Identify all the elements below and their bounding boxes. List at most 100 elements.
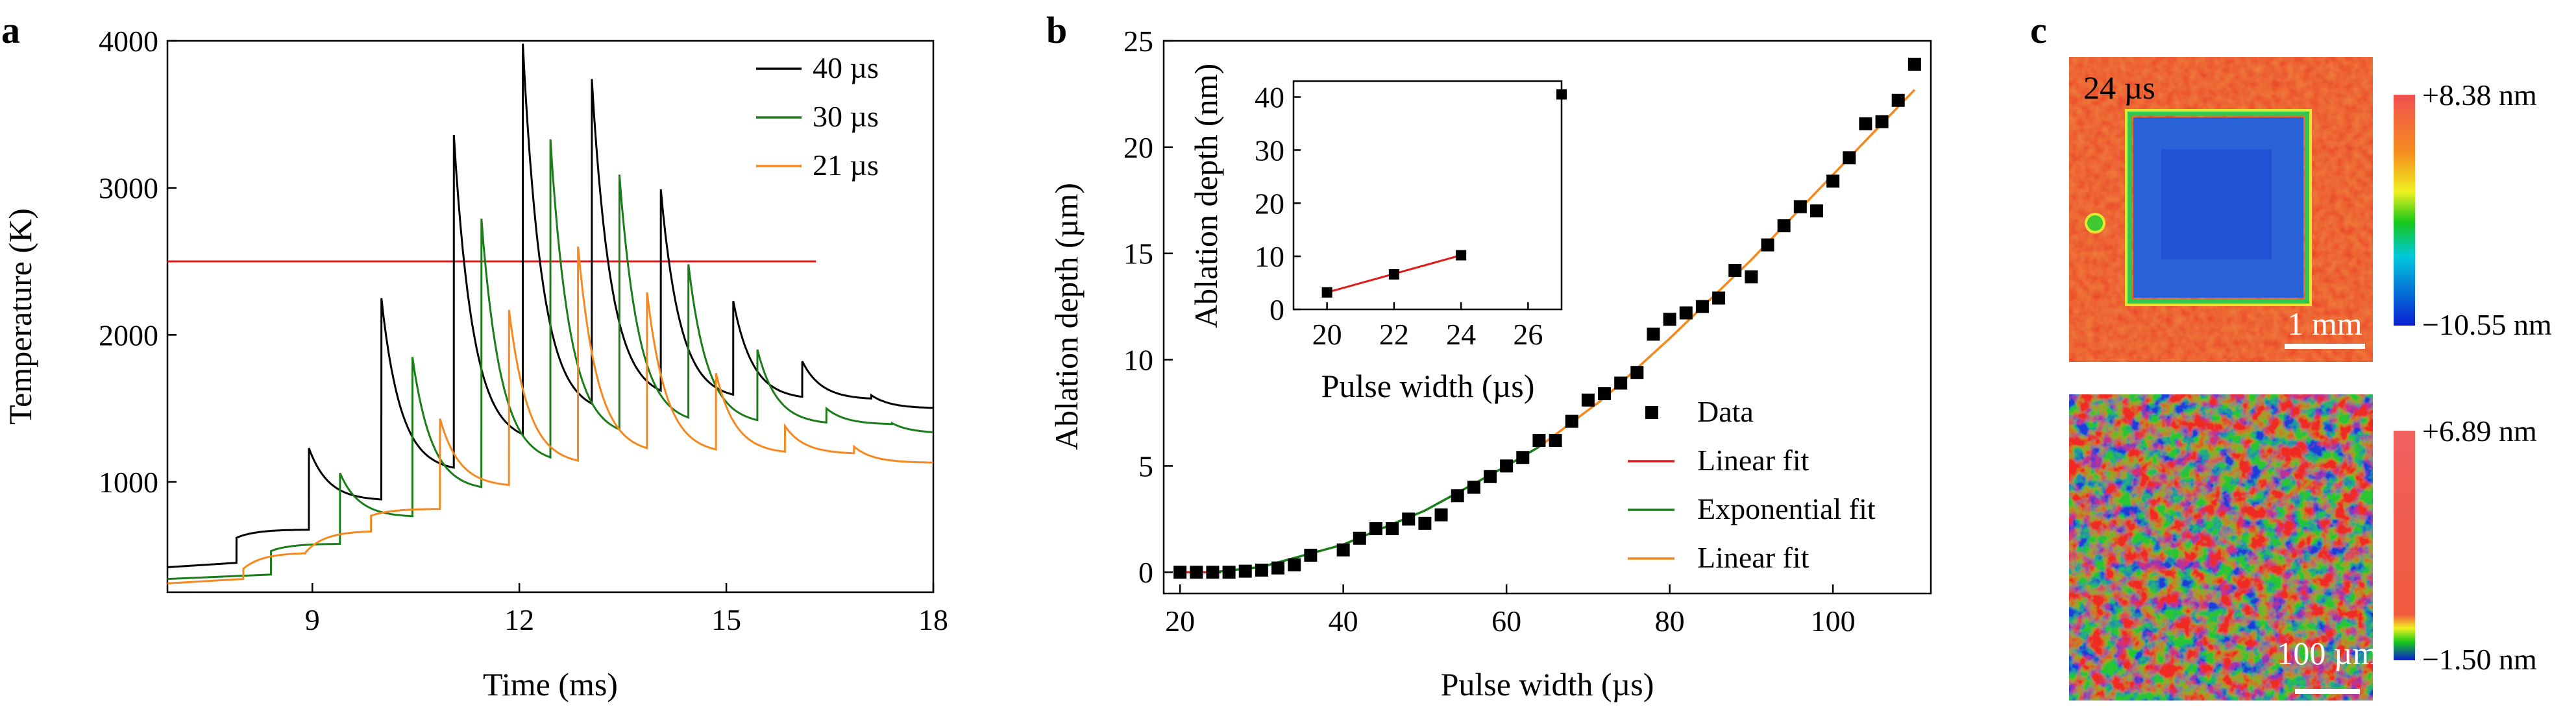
data-point: [1451, 489, 1464, 503]
y-tick-label: 10: [1123, 344, 1153, 377]
x-tick-label: 80: [1655, 605, 1685, 638]
data-point: [1565, 414, 1578, 428]
data-point: [1500, 459, 1514, 473]
inset-chart: 20 22 24 26 0 10 20 30 40 Pulse width (µs) Abla…: [1188, 64, 1567, 404]
inset-x-tick-label: 26: [1513, 318, 1543, 351]
inset-data-point: [1321, 287, 1332, 298]
x-axis-ticks-a: 9 12 15 18: [305, 583, 948, 636]
inset-data-point: [1556, 89, 1567, 100]
data-point: [1712, 291, 1726, 305]
legend-entry: 30 µs: [813, 100, 879, 133]
data-point: [1647, 328, 1660, 341]
temperature-curve: [167, 246, 933, 584]
plot-frame-b: [1162, 40, 1932, 595]
data-point: [1891, 93, 1905, 107]
x-axis-ticks-b: 20 40 60 80 100: [1165, 584, 1856, 638]
inset-y-tick-label: 30: [1255, 134, 1284, 167]
data-point: [1336, 543, 1350, 557]
scalebar-label-top: 1 mm: [2287, 306, 2362, 342]
inset-y-ticks: 0 10 20 30 40: [1255, 81, 1301, 326]
colorbar-top-gradient: [2394, 95, 2415, 326]
inset-y-tick-label: 0: [1270, 293, 1284, 326]
x-axis-label-a: Time (ms): [483, 666, 618, 702]
data-point: [1630, 366, 1644, 379]
y-tick-label: 0: [1138, 556, 1153, 589]
data-points: [1173, 58, 1921, 579]
y-axis-label-b: Ablation depth (µm): [1048, 183, 1085, 450]
height-map-bottom: 100 µm: [2069, 394, 2378, 701]
data-point: [1516, 451, 1530, 464]
x-tick-label: 9: [305, 603, 320, 636]
scalebar-bottom: [2295, 689, 2360, 694]
y-tick-label: 4000: [99, 25, 158, 58]
data-point: [1190, 566, 1203, 579]
x-tick-label: 40: [1329, 605, 1358, 638]
panel-c: c 24 µs 1 mm +8.38 nm −10.55 nm 100 µm +: [2030, 9, 2552, 701]
inset-x-tick-label: 20: [1312, 318, 1342, 351]
crater-center: [2161, 149, 2272, 259]
data-point: [1859, 117, 1872, 130]
y-tick-label: 25: [1123, 25, 1153, 58]
data-point: [1581, 393, 1595, 407]
data-point: [1467, 481, 1480, 494]
data-point: [1598, 387, 1612, 400]
x-tick-label: 18: [918, 603, 948, 636]
y-axis-ticks-a: 1000 2000 3000 4000: [99, 25, 177, 499]
inset-x-tick-label: 24: [1446, 318, 1476, 351]
data-point: [1809, 204, 1823, 218]
legend-b: Data Linear fit Exponential fit Linear fit: [1628, 395, 1876, 574]
x-tick-label: 100: [1811, 605, 1856, 638]
legend-entry: Data: [1697, 395, 1754, 428]
data-point: [1288, 558, 1301, 571]
inset-y-axis-label: Ablation depth (nm): [1188, 64, 1224, 328]
data-point: [1238, 564, 1252, 578]
colorbar-top: +8.38 nm −10.55 nm: [2394, 78, 2552, 341]
colorbar-top-min: −10.55 nm: [2422, 308, 2552, 341]
inset-x-axis-label: Pulse width (µs): [1321, 368, 1535, 404]
data-point: [1369, 522, 1382, 536]
data-point: [1255, 563, 1268, 577]
temperature-curve: [167, 43, 933, 568]
colorbar-bottom-gradient: [2394, 431, 2415, 660]
inset-y-tick-label: 10: [1255, 240, 1284, 273]
data-point: [1728, 263, 1742, 277]
data-point: [1173, 566, 1187, 579]
data-point: [1402, 512, 1416, 526]
x-tick-label: 15: [711, 603, 741, 636]
colorbar-bottom: +6.89 nm −1.50 nm: [2394, 414, 2537, 676]
panel-label-c: c: [2030, 9, 2047, 51]
data-point: [1826, 174, 1840, 188]
data-point: [1386, 522, 1399, 536]
inset-data-point: [1388, 269, 1399, 280]
legend-entry: 40 µs: [813, 51, 879, 84]
data-point: [1695, 300, 1709, 313]
panel-a: a 9 12 15 18 1000 2000 3000 4000 Time (ms) Tem…: [1, 9, 948, 702]
data-point: [1532, 434, 1546, 448]
y-tick-label: 2000: [99, 318, 158, 352]
data-point: [1777, 219, 1791, 233]
data-point: [1614, 376, 1628, 390]
legend-entry: Exponential fit: [1697, 492, 1876, 525]
data-point: [1434, 508, 1448, 521]
surface-defect: [2085, 213, 2105, 234]
pulse-width-annotation: 24 µs: [2083, 69, 2155, 106]
inset-data-point: [1456, 250, 1467, 261]
x-axis-label-b: Pulse width (µs): [1441, 666, 1654, 702]
inset-x-ticks: 20 22 24 26: [1312, 302, 1543, 351]
inset-x-tick-label: 22: [1379, 318, 1409, 351]
crater-rim: [2126, 110, 2311, 306]
temperature-curve: [167, 139, 934, 581]
colorbar-bottom-max: +6.89 nm: [2422, 414, 2537, 448]
y-axis-ticks-b: 0 5 10 15 20 25: [1123, 25, 1173, 589]
data-point: [1907, 58, 1921, 71]
y-tick-label: 5: [1138, 449, 1153, 483]
crater-rim-outer: [2125, 109, 2312, 306]
x-tick-label: 20: [1165, 605, 1195, 638]
data-point: [1353, 531, 1366, 545]
map-background-bottom: [2069, 394, 2373, 701]
plot-frame-a: [166, 40, 935, 593]
y-axis-label-a: Temperature (K): [2, 208, 38, 425]
legend-entry: 21 µs: [813, 149, 879, 182]
